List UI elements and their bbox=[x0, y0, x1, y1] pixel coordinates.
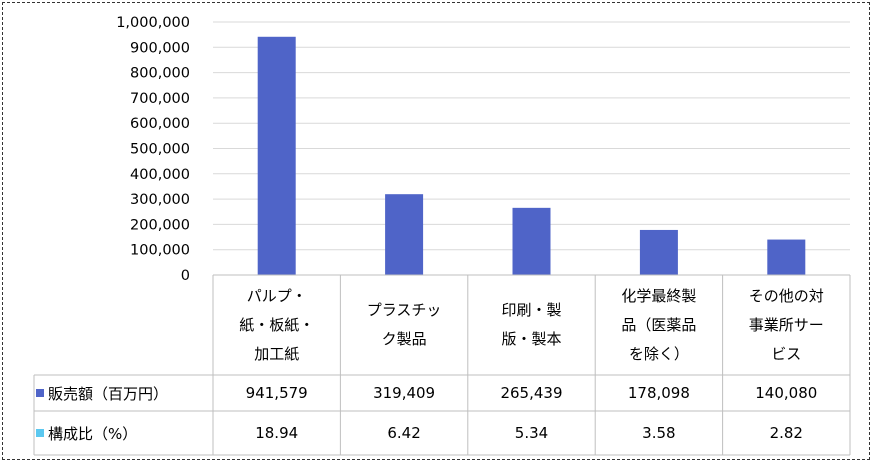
category-label-line: プラスチッ bbox=[366, 301, 442, 319]
bar bbox=[385, 194, 424, 275]
data-label: 2.82 bbox=[769, 424, 803, 442]
data-label: 178,098 bbox=[627, 384, 690, 402]
y-tick-label: 300,000 bbox=[130, 192, 190, 208]
legend-swatch bbox=[36, 389, 44, 397]
data-label: 941,579 bbox=[245, 384, 308, 402]
category-label: プラスチッ ク製品 bbox=[340, 275, 467, 375]
legend-label: 販売額（百万円） bbox=[48, 384, 169, 403]
category-label: その他の対事業所サービス bbox=[723, 275, 850, 375]
category-label-line: 印刷・製 bbox=[501, 301, 562, 319]
y-tick-label: 400,000 bbox=[130, 167, 190, 183]
data-label: 3.58 bbox=[642, 424, 676, 442]
y-tick-label: 600,000 bbox=[130, 116, 190, 132]
category-label-line: パルプ・ bbox=[246, 286, 307, 305]
data-label: 140,080 bbox=[755, 384, 818, 402]
y-tick-label: 800,000 bbox=[130, 66, 190, 82]
data-label: 319,409 bbox=[373, 384, 436, 402]
category-label-line: 事業所サー bbox=[748, 315, 824, 334]
category-label-line: その他の対 bbox=[748, 286, 824, 305]
y-tick-label: 0 bbox=[181, 268, 190, 284]
data-label: 265,439 bbox=[500, 384, 563, 402]
bar bbox=[257, 36, 296, 275]
category-label-line: 品（医薬品 bbox=[621, 315, 697, 334]
category-label-line: 版・製本 bbox=[501, 330, 562, 348]
legend-swatch bbox=[36, 429, 44, 437]
bar bbox=[767, 239, 806, 275]
data-label: 18.94 bbox=[255, 424, 299, 442]
legend-label: 構成比（%） bbox=[48, 424, 138, 443]
category-label-line: を除く） bbox=[628, 344, 689, 363]
y-tick-label: 500,000 bbox=[130, 142, 190, 158]
y-tick-label: 900,000 bbox=[130, 40, 190, 56]
y-tick-label: 700,000 bbox=[130, 91, 190, 107]
legend-row-header: 販売額（百万円） bbox=[34, 375, 213, 411]
y-tick-label: 200,000 bbox=[130, 217, 190, 233]
category-label-line: ク製品 bbox=[381, 330, 427, 348]
category-label-line: 化学最終製 bbox=[621, 286, 697, 305]
category-label-line: ビス bbox=[771, 344, 802, 363]
y-tick-label: 100,000 bbox=[130, 243, 190, 259]
y-tick-label: 1,000,000 bbox=[116, 15, 190, 31]
bar bbox=[639, 229, 678, 275]
data-label: 6.42 bbox=[387, 424, 421, 442]
category-label-line: 加工紙 bbox=[254, 344, 300, 363]
bar bbox=[512, 207, 551, 275]
legend-row-header: 構成比（%） bbox=[34, 411, 213, 455]
category-label: 印刷・製 版・製本 bbox=[468, 275, 595, 375]
category-label: パルプ・紙・板紙・加工紙 bbox=[213, 275, 340, 375]
category-label-line: 紙・板紙・ bbox=[239, 315, 315, 334]
data-label: 5.34 bbox=[514, 424, 549, 442]
category-label: 化学最終製品（医薬品を除く） bbox=[595, 275, 722, 375]
